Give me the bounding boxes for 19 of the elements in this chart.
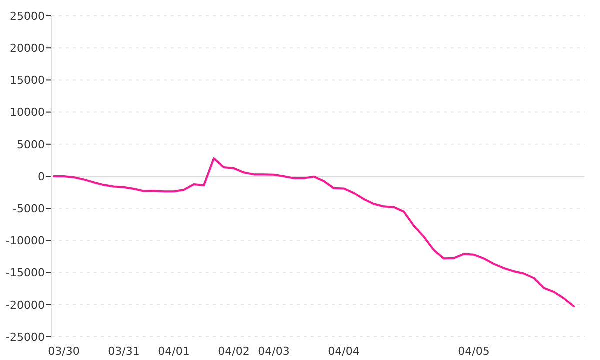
y-tick-label: -5000 (13, 202, 45, 216)
y-tick-label: 10000 (10, 106, 45, 120)
y-tick-label: -25000 (6, 330, 45, 344)
y-tick-label: 25000 (10, 10, 45, 23)
x-tick-label: 03/30 (48, 345, 80, 358)
y-tick-label: -10000 (6, 234, 45, 248)
x-tick-label: 04/05 (458, 345, 490, 358)
y-tick-label: -20000 (6, 298, 45, 312)
line-series (53, 158, 575, 308)
y-tick-label: -15000 (6, 266, 45, 280)
y-tick-label: 20000 (10, 42, 45, 55)
y-tick-label: 0 (38, 170, 45, 184)
x-tick-label: 04/04 (328, 345, 360, 358)
x-tick-label: 04/01 (158, 345, 190, 358)
x-tick-label: 03/31 (108, 345, 140, 358)
y-tick-label: 5000 (17, 138, 45, 152)
x-tick-label: 04/03 (258, 345, 290, 358)
y-tick-label: 15000 (10, 74, 45, 88)
x-tick-label: 04/02 (218, 345, 250, 358)
